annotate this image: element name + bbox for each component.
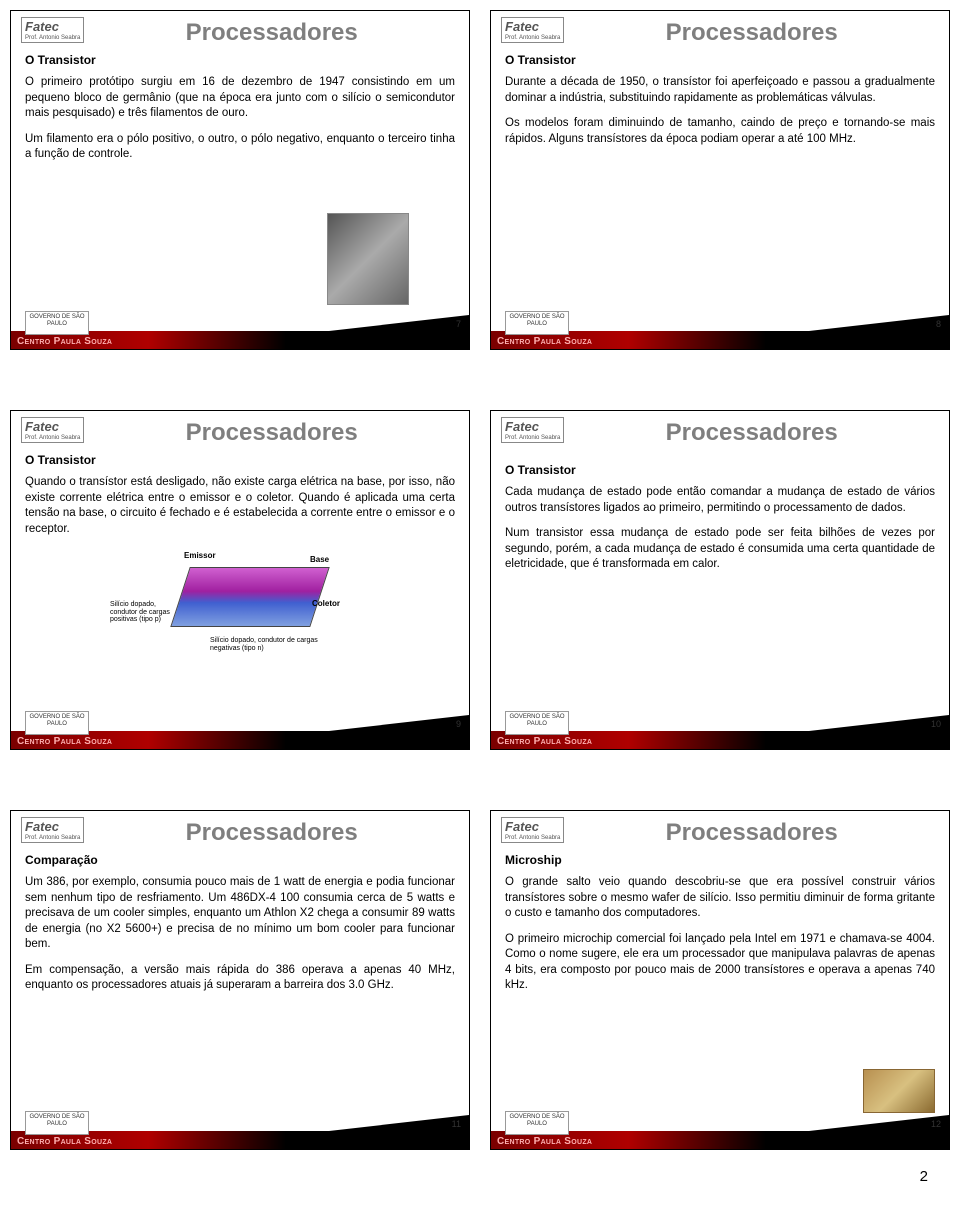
fatec-logo: Fatec Prof. Antonio Seabra	[21, 17, 84, 43]
slide-number: 9	[456, 719, 461, 729]
slide-title: Processadores	[84, 817, 459, 847]
slide-7: Fatec Prof. Antonio Seabra Processadores…	[10, 10, 470, 350]
fatec-logo: Fatec Prof. Antonio Seabra	[501, 417, 564, 443]
chip-photo	[863, 1069, 935, 1113]
slide-subtitle: Microship	[491, 849, 949, 875]
slide-title: Processadores	[564, 17, 939, 47]
label-tipo-p: Silício dopado, condutor de cargas posit…	[110, 601, 180, 624]
slide-8: Fatec Prof. Antonio Seabra Processadores…	[490, 10, 950, 350]
slide-footer: GOVERNO DE SÃO PAULO Centro Paula Souza …	[491, 715, 949, 749]
slide-10: Fatec Prof. Antonio Seabra Processadores…	[490, 410, 950, 750]
slide-number: 12	[931, 1119, 941, 1129]
slide-11: Fatec Prof. Antonio Seabra Processadores…	[10, 810, 470, 1150]
slide-title: Processadores	[564, 817, 939, 847]
slide-12: Fatec Prof. Antonio Seabra Processadores…	[490, 810, 950, 1150]
slide-title: Processadores	[84, 17, 459, 47]
fatec-logo: Fatec Prof. Antonio Seabra	[21, 817, 84, 843]
slide-footer: GOVERNO DE SÃO PAULO Centro Paula Souza …	[491, 315, 949, 349]
slide-footer: GOVERNO DE SÃO PAULO Centro Paula Souza …	[11, 1115, 469, 1149]
label-emissor: Emissor	[184, 551, 216, 560]
slide-number: 8	[936, 319, 941, 329]
gov-badge: GOVERNO DE SÃO PAULO	[25, 1111, 89, 1135]
slide-subtitle: O Transistor	[491, 449, 949, 485]
slide-body: O primeiro protótipo surgiu em 16 de dez…	[11, 75, 469, 163]
cps-text: Centro Paula Souza	[497, 736, 592, 747]
slide-body: Um 386, por exemplo, consumia pouco mais…	[11, 875, 469, 994]
gov-badge: GOVERNO DE SÃO PAULO	[505, 711, 569, 735]
gov-badge: GOVERNO DE SÃO PAULO	[25, 311, 89, 335]
slide-footer: GOVERNO DE SÃO PAULO Centro Paula Souza …	[11, 315, 469, 349]
slide-subtitle: O Transistor	[11, 449, 469, 475]
transistor-diagram: Emissor Base Coletor Silício dopado, con…	[110, 547, 370, 667]
slide-number: 7	[456, 319, 461, 329]
label-tipo-n: Silício dopado, condutor de cargas negat…	[210, 637, 320, 652]
fatec-logo: Fatec Prof. Antonio Seabra	[501, 817, 564, 843]
slide-body: Cada mudança de estado pode então comand…	[491, 485, 949, 573]
gov-badge: GOVERNO DE SÃO PAULO	[505, 311, 569, 335]
slide-9: Fatec Prof. Antonio Seabra Processadores…	[10, 410, 470, 750]
label-coletor: Coletor	[312, 599, 340, 608]
cps-text: Centro Paula Souza	[497, 1136, 592, 1147]
cps-text: Centro Paula Souza	[17, 336, 112, 347]
page-number: 2	[10, 1150, 950, 1189]
slide-grid: Fatec Prof. Antonio Seabra Processadores…	[10, 10, 950, 1150]
slide-body: Quando o transístor está desligado, não …	[11, 475, 469, 537]
slide-subtitle: O Transistor	[491, 49, 949, 75]
gov-badge: GOVERNO DE SÃO PAULO	[25, 711, 89, 735]
transistor-photo	[327, 213, 409, 305]
fatec-logo: Fatec Prof. Antonio Seabra	[501, 17, 564, 43]
slide-footer: GOVERNO DE SÃO PAULO Centro Paula Souza …	[491, 1115, 949, 1149]
cps-text: Centro Paula Souza	[17, 736, 112, 747]
slide-number: 11	[452, 1119, 461, 1129]
slide-subtitle: O Transistor	[11, 49, 469, 75]
slide-title: Processadores	[84, 417, 459, 447]
cps-text: Centro Paula Souza	[497, 336, 592, 347]
slide-footer: GOVERNO DE SÃO PAULO Centro Paula Souza …	[11, 715, 469, 749]
slide-body: Durante a década de 1950, o transístor f…	[491, 75, 949, 147]
slide-title: Processadores	[564, 417, 939, 447]
label-base: Base	[310, 555, 329, 564]
gov-badge: GOVERNO DE SÃO PAULO	[505, 1111, 569, 1135]
slide-number: 10	[931, 719, 941, 729]
fatec-logo: Fatec Prof. Antonio Seabra	[21, 417, 84, 443]
cps-text: Centro Paula Souza	[17, 1136, 112, 1147]
slide-subtitle: Comparação	[11, 849, 469, 875]
slide-body: O grande salto veio quando descobriu-se …	[491, 875, 949, 994]
